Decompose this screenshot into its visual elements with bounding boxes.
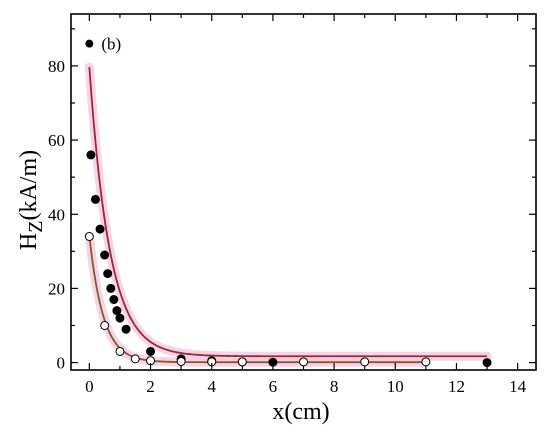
- fit-curve-halo-2: [84, 231, 431, 367]
- open-point: [84, 232, 94, 241]
- filled-point: [86, 150, 96, 160]
- fit-curve-1: [88, 66, 488, 358]
- open-point: [360, 357, 370, 367]
- y-tick-label: 60: [48, 131, 65, 150]
- open-point: [299, 357, 308, 367]
- y-tick-label: 40: [48, 205, 65, 224]
- x-tick-label: 6: [269, 377, 278, 396]
- filled-point: [95, 224, 105, 234]
- x-tick-label: 0: [85, 377, 94, 396]
- x-axis-label: x(cm): [272, 399, 329, 425]
- axis-ticks: [71, 14, 536, 370]
- y-tick-label: 20: [48, 279, 65, 298]
- filled-point: [115, 313, 125, 323]
- plot-frame: [70, 13, 537, 371]
- y-tick-label: 0: [57, 354, 66, 373]
- panel-label-marker: [85, 39, 94, 48]
- open-point: [237, 357, 247, 367]
- y-axis-label-main: H: [16, 233, 42, 250]
- filled-point: [482, 358, 492, 368]
- x-tick-label: 8: [330, 377, 339, 396]
- y-axis-label: HZ(kA/m): [16, 150, 47, 250]
- panel-label: (b): [101, 35, 121, 54]
- x-tick-label: 10: [387, 377, 404, 396]
- filled-point: [109, 295, 119, 305]
- x-tick-label: 4: [207, 377, 216, 396]
- y-tick-label: 80: [48, 57, 65, 76]
- filled-point: [112, 306, 122, 316]
- y-axis-label-sub: Z: [25, 221, 47, 233]
- panel-label-group: (b): [85, 35, 121, 54]
- y-axis-label-tail: (kA/m): [16, 150, 42, 221]
- open-point: [100, 321, 110, 330]
- open-point: [176, 356, 186, 366]
- open-point: [115, 346, 125, 356]
- x-tick-label: 2: [146, 377, 155, 396]
- filled-point: [121, 324, 131, 334]
- open-point: [130, 354, 140, 364]
- x-tick-label: 12: [448, 377, 465, 396]
- x-tick-label: 14: [509, 377, 527, 396]
- tick-labels: 0 2 4 6 8 10 12 14 0 20 40 60 80: [48, 57, 527, 396]
- fit-curve-halo-1: [84, 62, 492, 361]
- open-point: [421, 357, 431, 367]
- filled-point: [146, 346, 156, 356]
- filled-point: [90, 194, 100, 204]
- filled-point: [100, 250, 110, 260]
- filled-point: [103, 269, 113, 279]
- fit-curve-2: [88, 236, 426, 364]
- fit-curves: [84, 62, 492, 367]
- filled-point: [106, 283, 116, 293]
